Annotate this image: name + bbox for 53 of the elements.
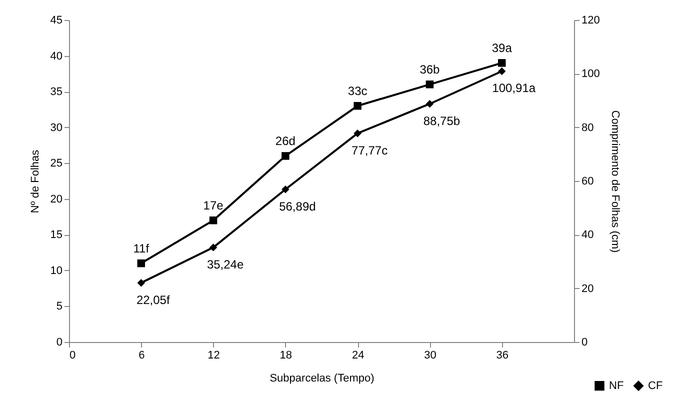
y2-tick-label: 20 — [582, 282, 594, 295]
data-label: 100,91a — [492, 81, 536, 96]
point — [354, 129, 362, 138]
x-axis-title: Subparcelas (Tempo) — [270, 372, 374, 384]
point — [137, 259, 146, 268]
y-tick-label: 15 — [50, 229, 62, 242]
point — [282, 185, 290, 194]
y2-tick-label: 120 — [582, 14, 600, 26]
point — [498, 59, 506, 67]
y2-tick-label: 80 — [582, 122, 594, 134]
point — [426, 100, 434, 108]
y-tick-label: 0 — [56, 336, 62, 348]
y-axis-title: Nº de Folhas — [29, 149, 42, 214]
point — [209, 216, 218, 224]
data-label: 35,24e — [206, 257, 244, 272]
data-label: 88,75b — [423, 114, 460, 128]
y-tick-label: 20 — [50, 193, 62, 206]
x-tick-label: 30 — [424, 350, 436, 362]
x-tick-label: 6 — [138, 350, 145, 362]
point — [498, 67, 506, 76]
data-label: 17e — [203, 198, 224, 212]
point — [137, 278, 146, 287]
y2-tick-label: 40 — [582, 229, 594, 242]
legend-label: NF — [609, 380, 624, 392]
x-tick-label: 12 — [208, 350, 220, 362]
y-tick-label: 25 — [50, 158, 62, 170]
y-tick-label: 5 — [56, 300, 62, 313]
legend-label: CF — [648, 380, 663, 392]
y-tick-label: 10 — [50, 264, 62, 277]
x-tick-label: 0 — [70, 350, 76, 362]
y2-tick-label: 100 — [582, 68, 600, 80]
y2-tick-label: 60 — [582, 176, 594, 188]
point — [282, 152, 290, 160]
point — [426, 80, 434, 88]
x-tick-label: 18 — [280, 350, 292, 362]
y-tick-label: 30 — [50, 122, 62, 134]
data-label: 33c — [348, 84, 368, 98]
y-tick-label: 45 — [50, 14, 62, 26]
y2-tick-label: 0 — [582, 336, 588, 348]
data-label: 77,77c — [352, 143, 388, 158]
y2-axis-title: Comprimento de Folhas (cm) — [608, 110, 621, 253]
data-label: 11f — [133, 241, 150, 256]
x-tick-label: 24 — [352, 350, 364, 362]
data-label: 26d — [275, 134, 296, 148]
y-tick-label: 40 — [50, 50, 62, 62]
data-label: 56,89d — [279, 199, 316, 214]
data-label: 36b — [420, 62, 440, 76]
y-tick-label: 35 — [50, 86, 62, 98]
point — [209, 244, 218, 252]
data-label: 39a — [492, 40, 512, 55]
data-label: 22,05f — [136, 292, 170, 307]
point — [354, 102, 362, 110]
x-tick-label: 36 — [496, 350, 508, 362]
